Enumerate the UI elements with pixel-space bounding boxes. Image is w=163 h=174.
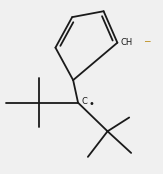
Text: CH: CH bbox=[120, 38, 133, 47]
Text: •: • bbox=[89, 99, 94, 109]
Text: −: − bbox=[143, 37, 150, 46]
Text: C: C bbox=[81, 97, 87, 106]
